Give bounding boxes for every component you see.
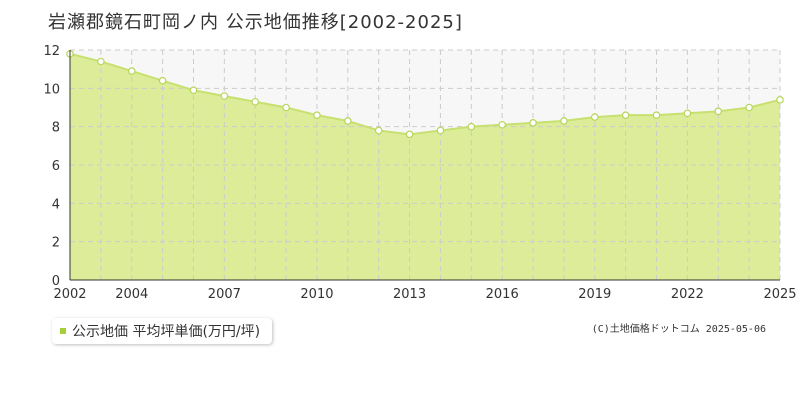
data-point — [282, 103, 290, 112]
area-fill — [70, 53, 780, 281]
x-tick-label: 2010 — [300, 287, 333, 302]
x-tick-label: 2025 — [763, 287, 796, 302]
data-point — [560, 117, 568, 125]
copyright-text: (C)土地価格ドットコム 2025-05-06 — [591, 324, 766, 335]
data-point — [652, 111, 661, 119]
data-point — [158, 76, 167, 85]
series-line — [69, 52, 781, 136]
y-tick-label: 10 — [43, 82, 60, 97]
data-point — [251, 97, 260, 106]
data-point — [529, 119, 537, 127]
x-tick-label: 2007 — [208, 287, 241, 302]
data-point — [436, 126, 445, 135]
data-point — [776, 96, 784, 104]
data-point — [344, 117, 352, 125]
y-tick-label: 0 — [52, 274, 60, 289]
data-point — [498, 120, 506, 129]
data-point — [621, 111, 630, 119]
data-point — [374, 126, 383, 135]
y-tick-label: 2 — [52, 236, 60, 251]
x-tick-label: 2022 — [671, 287, 704, 302]
x-tick-label: 2002 — [53, 287, 86, 302]
y-tick-label: 6 — [52, 159, 60, 174]
legend-label: 公示地価 平均坪単価(万円/坪) — [72, 324, 261, 340]
chart-title: 岩瀬郡鏡石町岡ノ内 公示地価推移[2002-2025] — [48, 12, 463, 33]
data-point — [405, 130, 414, 139]
y-tick-label: 4 — [52, 197, 60, 212]
data-point — [745, 103, 753, 112]
x-tick-label: 2016 — [486, 287, 519, 302]
x-tick-label: 2004 — [115, 287, 148, 302]
data-point — [467, 122, 476, 131]
data-point — [683, 109, 692, 118]
legend: 公示地価 平均坪単価(万円/坪) — [52, 318, 273, 344]
y-tick-label: 12 — [43, 44, 60, 59]
data-point — [127, 67, 136, 75]
legend-swatch — [60, 328, 66, 334]
data-point — [97, 57, 105, 66]
data-point — [220, 92, 229, 100]
data-point — [714, 107, 723, 116]
x-tick-label: 2013 — [393, 287, 426, 302]
data-point — [189, 86, 198, 95]
data-point — [590, 113, 599, 121]
x-tick-label: 2019 — [578, 287, 611, 302]
y-tick-label: 8 — [52, 121, 60, 136]
data-point — [313, 111, 321, 119]
